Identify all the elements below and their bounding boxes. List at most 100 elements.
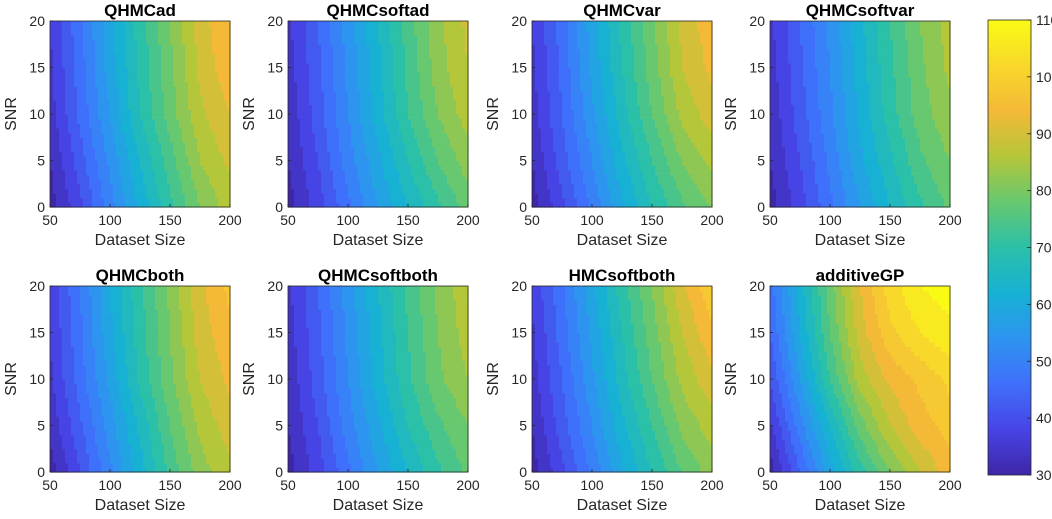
contour-cell (116, 193, 120, 199)
contour-cell (128, 132, 132, 138)
contour-cell (131, 127, 135, 134)
contour-cell (378, 188, 382, 194)
contour-cell (221, 21, 225, 27)
contour-cell (89, 188, 93, 194)
contour-cell (68, 155, 72, 162)
contour-cell (116, 202, 120, 208)
contour-cell (86, 123, 90, 129)
contour-cell (65, 137, 69, 143)
contour-cell (188, 193, 192, 199)
contour-cell (131, 76, 135, 83)
contour-cell (146, 67, 150, 73)
contour-cell (107, 114, 111, 120)
contour-cell (146, 160, 150, 166)
contour-cell (62, 169, 66, 176)
contour-cell (215, 155, 219, 162)
contour-cell (206, 137, 210, 143)
contour-cell (56, 141, 60, 148)
contour-cell (215, 151, 219, 157)
contour-cell (179, 30, 183, 36)
contour-cell (200, 25, 204, 31)
contour-cell (170, 25, 174, 31)
contour-cell (369, 202, 373, 208)
contour-cell (227, 165, 231, 171)
contour-cell (71, 90, 75, 96)
contour-cell (221, 95, 225, 101)
contour-cell (224, 58, 228, 64)
contour-cell (146, 104, 150, 110)
contour-cell (119, 169, 123, 176)
contour-cell (414, 188, 418, 194)
contour-cell (131, 188, 135, 194)
contour-cell (453, 197, 457, 203)
contour-cell (77, 44, 81, 50)
contour-cell (218, 160, 222, 166)
contour-cell (188, 21, 192, 27)
contour-cell (56, 165, 60, 171)
contour-cell (164, 197, 168, 203)
contour-cell (170, 95, 174, 101)
contour-cell (200, 197, 204, 203)
contour-cell (89, 48, 93, 55)
contour-cell (71, 86, 75, 92)
contour-cell (98, 30, 102, 36)
contour-cell (98, 90, 102, 96)
contour-cell (179, 53, 183, 59)
contour-cell (185, 160, 189, 166)
contour-cell (206, 169, 210, 176)
contour-cell (432, 188, 436, 194)
contour-cell (125, 202, 129, 208)
contour-cell (227, 86, 231, 92)
contour-cell (224, 30, 228, 36)
contour-cell (56, 109, 60, 115)
contour-cell (116, 104, 120, 110)
contour-cell (140, 34, 144, 41)
contour-cell (92, 151, 96, 157)
contour-cell (200, 118, 204, 124)
contour-cell (309, 193, 313, 199)
contour-cell (146, 25, 150, 31)
contour-cell (185, 53, 189, 59)
contour-cell (110, 197, 114, 203)
contour-cell (158, 202, 162, 208)
contour-cell (197, 155, 201, 162)
contour-cell (146, 81, 150, 87)
contour-cell (104, 76, 108, 83)
contour-cell (155, 95, 159, 101)
contour-cell (80, 165, 84, 171)
contour-cell (200, 146, 204, 152)
contour-cell (188, 109, 192, 115)
contour-cell (143, 109, 147, 115)
contour-cell (68, 44, 72, 50)
contour-cell (71, 197, 75, 203)
contour-cell (125, 95, 129, 101)
contour-cell (203, 155, 207, 162)
contour-cell (149, 44, 153, 50)
contour-cell (318, 183, 322, 189)
contour-cell (56, 127, 60, 134)
contour-cell (122, 95, 126, 101)
contour-cell (191, 81, 195, 87)
contour-cell (209, 160, 213, 166)
contour-cell (89, 53, 93, 59)
contour-cell (387, 183, 391, 189)
contour-cell (128, 183, 132, 189)
contour-cell (369, 179, 373, 185)
contour-cell (119, 48, 123, 55)
contour-cell (50, 123, 54, 129)
contour-cell (80, 197, 84, 203)
contour-cell (95, 86, 99, 92)
contour-cell (104, 39, 108, 45)
contour-cell (417, 197, 421, 203)
contour-cell (140, 21, 144, 27)
contour-cell (312, 188, 316, 194)
contour-cell (116, 76, 120, 83)
contour-cell (71, 62, 75, 69)
contour-cell (411, 202, 415, 208)
contour-cell (423, 183, 427, 189)
contour-cell (182, 48, 186, 55)
contour-cell (140, 44, 144, 50)
contour-cell (50, 141, 54, 148)
contour-cell (86, 81, 90, 87)
contour-cell (227, 160, 231, 166)
